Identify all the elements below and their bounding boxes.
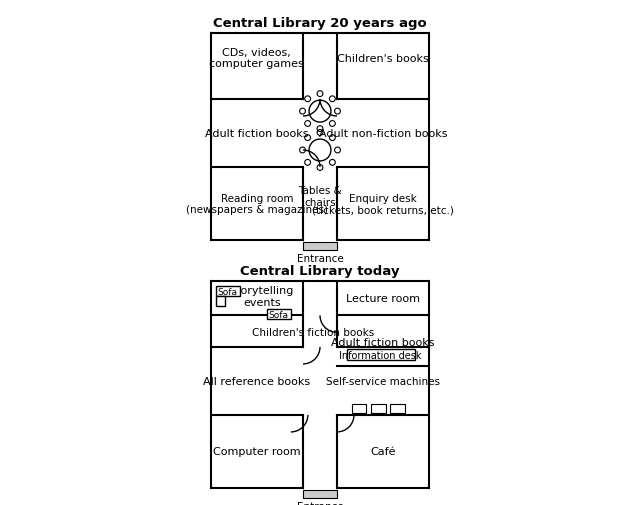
Text: CDs, videos,
computer games: CDs, videos, computer games [209,48,304,69]
Text: Adult fiction books: Adult fiction books [332,337,435,347]
Text: Information desk: Information desk [339,350,422,360]
Text: Self-service machines: Self-service machines [326,376,440,386]
Bar [390,404,405,413]
Text: Children's books: Children's books [337,54,429,64]
Text: Central Library today: Central Library today [240,265,400,278]
Text: Children's fiction books: Children's fiction books [252,328,374,338]
Text: Sofa: Sofa [218,287,237,296]
Bar [371,404,385,413]
Text: Enquiry desk
(tickets, book returns, etc.): Enquiry desk (tickets, book returns, etc… [312,193,454,215]
Text: All reference books: All reference books [204,376,310,386]
Bar [351,404,366,413]
Bar [216,296,225,306]
Bar [347,349,415,361]
Text: Reading room
(newspapers & magazines): Reading room (newspapers & magazines) [186,193,328,215]
Text: Lecture room: Lecture room [346,294,420,304]
Bar [303,490,337,497]
Text: Adult fiction books: Adult fiction books [205,129,308,139]
Bar [216,287,240,296]
Text: Café: Café [371,446,396,457]
Text: Storytelling
events: Storytelling events [230,285,294,307]
Text: Computer room: Computer room [213,446,301,457]
Text: Sofa: Sofa [269,310,289,319]
Text: Entrance: Entrance [296,254,344,264]
Text: Central Library 20 years ago: Central Library 20 years ago [213,17,427,30]
Text: Entrance: Entrance [296,501,344,505]
Bar [303,243,337,250]
Bar [267,310,291,319]
Text: Tables &
chairs: Tables & chairs [298,186,342,208]
Text: Adult non-fiction books: Adult non-fiction books [319,129,447,139]
